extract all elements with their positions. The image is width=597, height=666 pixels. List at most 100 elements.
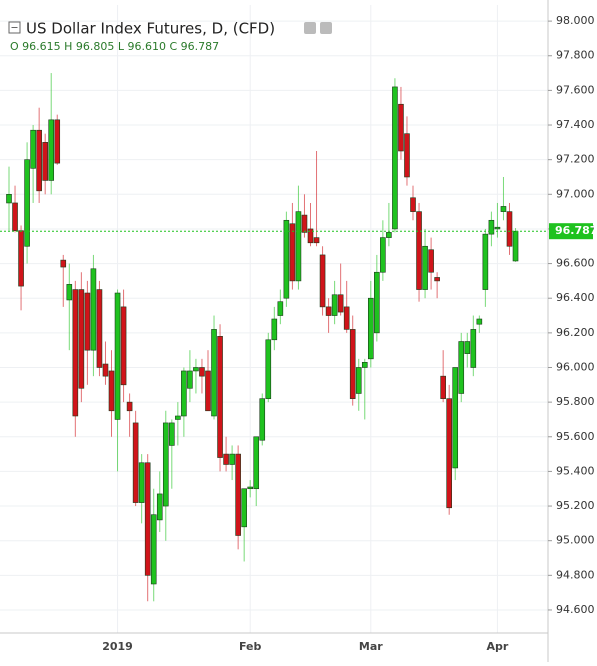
y-tick-label: 96.000	[556, 360, 595, 373]
candle-body	[422, 245, 428, 290]
gear-button[interactable]	[320, 22, 332, 34]
y-tick-label: 97.000	[556, 187, 595, 200]
candle-body	[66, 284, 73, 301]
candle-body	[283, 219, 290, 299]
candle-body	[295, 211, 302, 282]
y-tick-label: 98.000	[556, 14, 595, 27]
candle-body	[500, 206, 507, 212]
y-tick-label: 95.200	[556, 499, 595, 512]
candle-body	[114, 292, 121, 420]
y-tick-label: 95.400	[556, 464, 595, 477]
candle-body	[84, 292, 91, 351]
candle-body	[355, 367, 362, 394]
candle-body	[223, 453, 229, 465]
y-tick-label: 96.200	[556, 326, 595, 339]
candle-body	[434, 277, 440, 282]
y-tick-label: 95.800	[556, 395, 595, 408]
candle-body	[343, 306, 350, 330]
candle-body	[229, 453, 235, 465]
x-tick-label: Mar	[359, 640, 383, 653]
candle-body	[416, 211, 422, 290]
candle-body	[506, 211, 513, 247]
candle-body	[398, 103, 404, 152]
candle-body	[380, 237, 386, 273]
candle-body	[18, 230, 24, 287]
candle-body	[386, 232, 392, 238]
candle-body	[404, 133, 410, 178]
candle-body	[126, 401, 133, 412]
candle-body	[205, 370, 211, 412]
candle-body	[211, 329, 217, 417]
last-price-box	[549, 223, 593, 240]
candle-body	[482, 233, 489, 290]
candle-body	[319, 254, 326, 308]
candle-body	[78, 289, 85, 389]
candle-body	[265, 339, 272, 399]
candle-body	[361, 361, 368, 368]
y-tick-label: 94.600	[556, 603, 595, 616]
x-tick-label: Feb	[239, 640, 262, 653]
candle-body	[325, 306, 332, 316]
candle-body	[470, 329, 477, 368]
y-tick-label: 96.600	[556, 257, 595, 270]
y-tick-label: 97.800	[556, 49, 595, 62]
candle-body	[271, 318, 278, 341]
y-tick-label: 94.800	[556, 568, 595, 581]
candle-body	[458, 341, 465, 394]
candle-body	[428, 249, 434, 273]
candle-body	[410, 197, 416, 212]
x-tick-label: Apr	[487, 640, 509, 653]
candle-body	[24, 159, 30, 247]
candle-body	[12, 202, 18, 231]
candle-body	[446, 398, 452, 509]
candle-body	[367, 297, 374, 360]
candle-body	[374, 271, 380, 334]
candle-body	[48, 119, 55, 181]
candle-body	[301, 214, 308, 233]
x-tick-label: 2019	[102, 640, 133, 653]
grid	[0, 5, 548, 633]
candle-body	[169, 422, 175, 446]
y-tick-label: 96.400	[556, 291, 595, 304]
candle-body	[187, 370, 193, 389]
candle-body	[150, 514, 157, 585]
candle-body	[313, 237, 320, 244]
candle-body	[132, 422, 139, 503]
candle-body	[337, 294, 344, 313]
chart-title: US Dollar Index Futures, D, (CFD)	[26, 20, 275, 38]
y-tick-label: 97.600	[556, 83, 595, 96]
candle-body	[138, 462, 145, 503]
candle-body	[349, 329, 356, 399]
candle-body	[72, 289, 79, 417]
candle-body	[259, 398, 266, 441]
candle-body	[277, 301, 284, 316]
candle-body	[193, 367, 199, 372]
candle-body	[307, 228, 314, 244]
settings-button[interactable]	[304, 22, 316, 34]
candle-body	[36, 129, 42, 192]
candle-body	[6, 194, 12, 204]
y-tick-label: 95.600	[556, 430, 595, 443]
candle-body	[464, 341, 471, 354]
candle-body	[156, 493, 163, 521]
candle-body	[90, 268, 97, 351]
candle-body	[102, 363, 109, 377]
candle-body	[476, 318, 483, 325]
candle-body	[181, 370, 187, 417]
last-price-label: 96.787	[555, 224, 597, 237]
candle-body	[289, 223, 296, 282]
candle-body	[241, 488, 247, 528]
candle-body	[512, 230, 519, 262]
y-tick-label: 97.400	[556, 118, 595, 131]
candle-body	[452, 367, 459, 469]
candle-body	[392, 86, 398, 230]
candle-body	[42, 142, 48, 181]
candle-body	[30, 129, 36, 169]
y-tick-label: 97.200	[556, 153, 595, 166]
candle-body	[488, 219, 495, 235]
candle-body	[108, 370, 115, 412]
candle-body	[199, 367, 205, 377]
candle-body	[175, 415, 181, 420]
candle-body	[54, 119, 61, 164]
